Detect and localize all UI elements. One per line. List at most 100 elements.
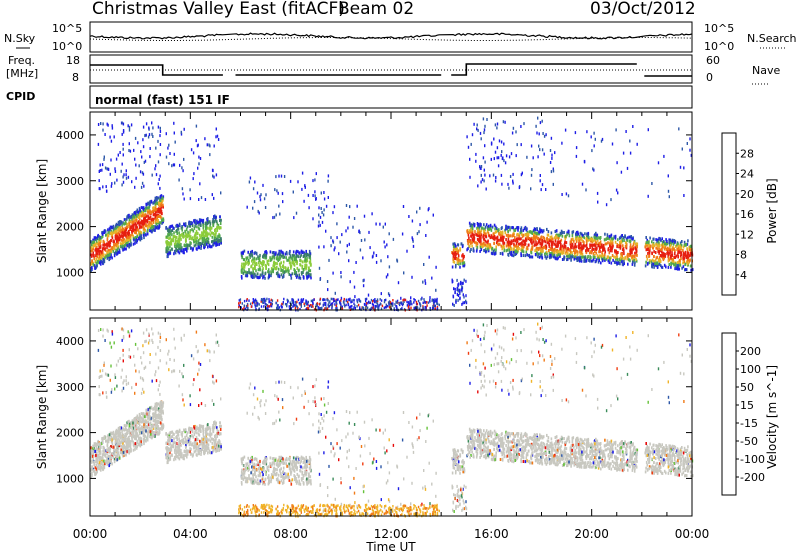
power-cell [308, 206, 309, 209]
power-cell [679, 259, 681, 262]
power-cell [314, 194, 315, 197]
power-cell [207, 233, 209, 236]
power-cell [619, 237, 621, 240]
power-cell [658, 161, 659, 164]
power-cell [293, 216, 294, 219]
power-cell [458, 254, 460, 257]
power-cell [603, 244, 605, 247]
power-cell [196, 139, 197, 142]
power-cell [313, 298, 314, 301]
power-ylabel: Slant Range [km] [35, 159, 49, 263]
power-cell [118, 154, 119, 157]
power-cell [265, 193, 266, 196]
power-cell [310, 269, 312, 272]
power-cell [363, 284, 364, 287]
power-cell [368, 294, 369, 297]
power-cell [568, 230, 570, 233]
power-cell [476, 127, 477, 130]
power-cell [314, 190, 315, 193]
power-cell [128, 176, 129, 179]
power-cell [433, 214, 434, 217]
power-cell [270, 303, 271, 306]
power-cell [493, 237, 495, 240]
power-cell [550, 149, 551, 152]
power-cell [687, 142, 688, 145]
power-cell [346, 251, 347, 254]
power-cell [300, 264, 302, 267]
power-cell [320, 307, 321, 310]
power-cell [622, 248, 624, 251]
power-cell [671, 251, 673, 254]
power-cell [270, 270, 272, 273]
power-cell [199, 234, 201, 237]
power-cell [474, 224, 476, 227]
power-cell [255, 269, 257, 272]
power-cell [514, 253, 516, 256]
power-cell [105, 167, 106, 170]
power-cell [386, 276, 387, 279]
power-cell [500, 239, 502, 242]
power-cell [371, 212, 372, 215]
power-cell [418, 300, 419, 303]
power-cell [423, 263, 424, 266]
power-cell [469, 229, 471, 232]
power-cell [551, 157, 552, 160]
power-cell [151, 121, 152, 124]
power-cell [335, 301, 336, 304]
power-cell [512, 132, 513, 135]
power-cell [613, 256, 615, 259]
power-cell [175, 240, 177, 243]
power-cell [501, 150, 502, 153]
power-cell [566, 258, 568, 261]
power-cell [123, 123, 124, 126]
power-cell [102, 129, 103, 132]
power-cell [268, 259, 270, 262]
power-cell [513, 254, 515, 257]
power-cell [453, 249, 455, 252]
power-cell [506, 154, 507, 157]
power-cell [419, 207, 420, 210]
power-cell [570, 246, 572, 249]
power-cell [178, 231, 180, 234]
power-cell [476, 250, 478, 253]
power-cell [306, 265, 308, 268]
power-cell [327, 280, 328, 283]
power-cell [116, 238, 118, 241]
power-cell [537, 155, 538, 158]
power-cell [301, 250, 303, 253]
power-cell [272, 257, 274, 260]
power-cell [326, 205, 327, 208]
power-cell [126, 177, 127, 180]
power-cell [298, 299, 299, 302]
power-cell [546, 246, 548, 249]
power-cell [356, 305, 357, 308]
power-cell [633, 259, 635, 262]
power-cell [584, 160, 585, 163]
power-cell [253, 301, 254, 304]
power-cell [349, 205, 350, 208]
power-cell [454, 304, 455, 307]
power-cell [485, 235, 487, 238]
power-cell [621, 234, 623, 237]
power-cell [465, 280, 466, 283]
power-cell [531, 242, 533, 245]
power-cell [548, 230, 550, 233]
power-cell [244, 258, 246, 261]
power-cell [173, 122, 174, 125]
power-cell [510, 248, 512, 251]
power-cell [263, 305, 264, 308]
power-cell [153, 213, 155, 216]
power-cell [335, 292, 336, 295]
power-cell [553, 183, 554, 186]
power-cell [198, 198, 199, 201]
power-cell [542, 250, 544, 253]
power-cell [569, 249, 571, 252]
power-cell [157, 140, 158, 143]
power-cell [332, 239, 333, 242]
power-cell [599, 243, 601, 246]
power-cell [689, 248, 691, 251]
power-cell [140, 170, 141, 173]
power-cell [534, 249, 536, 252]
power-cell [97, 255, 99, 258]
power-cell [120, 229, 122, 232]
